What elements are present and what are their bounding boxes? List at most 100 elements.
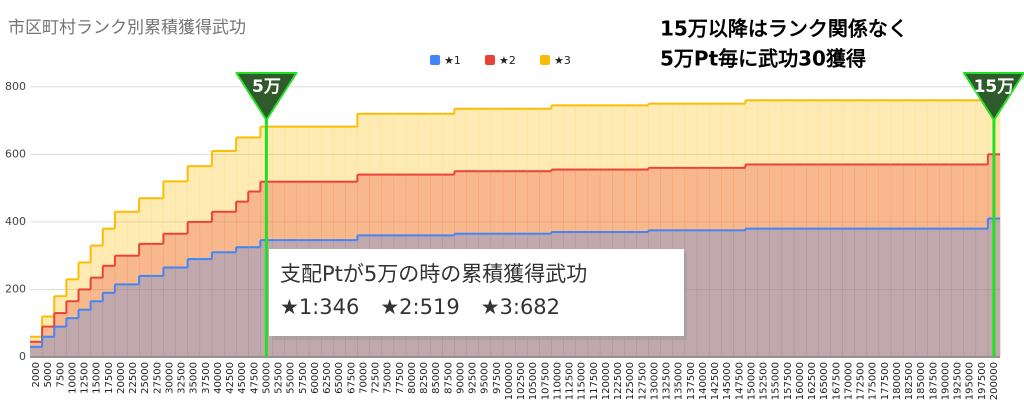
area-step: [78, 309, 91, 357]
area-step: [187, 259, 201, 357]
area-step: [224, 211, 237, 357]
area-step: [151, 243, 164, 357]
area-step: [127, 284, 140, 357]
x-tick-label: 147500: [734, 362, 745, 400]
x-tick-label: 2000: [31, 362, 42, 387]
x-tick-label: 105000: [528, 362, 539, 400]
x-tick-label: 10000: [67, 362, 78, 394]
x-tick-label: 95000: [480, 362, 491, 394]
area-step: [915, 228, 928, 357]
x-tick-label: 90000: [455, 362, 466, 394]
area-step: [211, 211, 225, 357]
x-tick-label: 92500: [468, 362, 479, 394]
area-step: [757, 164, 770, 357]
x-tick-label: 85000: [431, 362, 442, 394]
x-tick-label: 47500: [249, 362, 260, 394]
area-step: [781, 164, 795, 357]
area-step: [793, 164, 807, 357]
area-step: [793, 228, 807, 357]
x-tick-label: 137500: [686, 362, 697, 400]
area-step: [175, 181, 188, 357]
box-text: 支配Ptが5万の時の累積獲得武功: [280, 262, 587, 286]
x-tick-label: 132500: [662, 362, 673, 400]
x-tick-label: 142500: [710, 362, 721, 400]
legend-label: ★3: [554, 54, 571, 67]
area-step: [721, 230, 734, 357]
x-tick-label: 37500: [201, 362, 212, 394]
chart-title: 市区町村ランク別累積獲得武功: [8, 18, 246, 38]
area-step: [818, 228, 831, 357]
x-tick-label: 192500: [953, 362, 964, 400]
area-step: [163, 181, 176, 357]
x-tick-label: 135000: [674, 362, 685, 400]
x-tick-label: 167500: [831, 362, 842, 400]
x-tick-label: 20000: [116, 362, 127, 394]
x-tick-label: 180000: [892, 362, 903, 400]
x-tick-label: 17500: [104, 362, 115, 394]
area-step: [163, 267, 176, 357]
x-tick-label: 5000: [43, 362, 54, 387]
area-step: [975, 164, 989, 357]
area-step: [151, 275, 164, 357]
x-tick-label: 77500: [395, 362, 406, 394]
x-tick-label: 150000: [746, 362, 757, 400]
area-step: [963, 164, 977, 357]
x-tick-label: 30000: [164, 362, 175, 394]
legend-swatch: [540, 55, 550, 65]
x-tick-label: 75000: [383, 362, 394, 394]
area-step: [769, 228, 783, 357]
x-tick-label: 117500: [589, 362, 600, 400]
area-step: [66, 301, 79, 357]
area-step: [187, 221, 201, 357]
area-step: [866, 164, 880, 357]
x-tick-label: 50000: [261, 362, 272, 394]
x-tick-label: 35000: [189, 362, 200, 394]
x-tick-label: 22500: [128, 362, 139, 394]
box-text: ★1:346 ★2:519 ★3:682: [280, 295, 560, 319]
area-step: [709, 230, 722, 357]
x-tick-label: 70000: [358, 362, 369, 394]
area-step: [236, 247, 249, 357]
area-step: [915, 164, 928, 357]
area-step: [696, 167, 710, 357]
x-tick-label: 110000: [552, 362, 563, 400]
area-step: [721, 167, 734, 357]
area-step: [842, 164, 855, 357]
x-tick-label: 7500: [55, 362, 66, 387]
x-tick-label: 80000: [407, 362, 418, 394]
x-tick-label: 160000: [795, 362, 806, 400]
y-tick-label: 800: [5, 80, 26, 93]
area-step: [199, 259, 213, 357]
note-text: 15万以降はランク関係なく: [660, 17, 908, 41]
area-step: [30, 346, 43, 357]
x-tick-label: 40000: [213, 362, 224, 394]
x-tick-label: 27500: [152, 362, 163, 394]
x-tick-label: 55000: [286, 362, 297, 394]
x-tick-label: 162500: [807, 362, 818, 400]
x-tick-label: 190000: [940, 362, 951, 400]
area-step: [151, 198, 164, 357]
area-step: [54, 326, 67, 357]
x-tick-label: 12500: [80, 362, 91, 394]
area-step: [114, 284, 128, 357]
annotation-box: [269, 249, 684, 336]
x-tick-label: 57500: [298, 362, 309, 394]
note-text: 5万Pt毎に武功30獲得: [660, 47, 866, 71]
x-tick-label: 197500: [977, 362, 988, 400]
area-step: [696, 230, 710, 357]
x-tick-label: 127500: [637, 362, 648, 400]
x-tick-label: 72500: [371, 362, 382, 394]
area-step: [224, 252, 237, 357]
area-step: [248, 247, 261, 357]
area-step: [927, 164, 940, 357]
area-step: [163, 233, 176, 357]
area-step: [175, 233, 188, 357]
x-tick-label: 97500: [492, 362, 503, 394]
x-tick-label: 187500: [928, 362, 939, 400]
area-step: [757, 228, 770, 357]
marker-label: 15万: [974, 77, 1015, 97]
legend-swatch: [430, 55, 440, 65]
x-tick-label: 65000: [334, 362, 345, 394]
area-step: [114, 255, 128, 357]
